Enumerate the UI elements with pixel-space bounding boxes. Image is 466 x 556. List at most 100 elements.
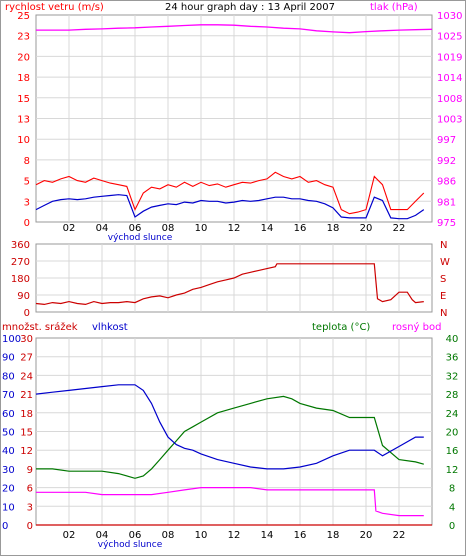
panel-wind-direction-series <box>35 263 424 306</box>
humidity-tick: 50 <box>2 428 15 439</box>
humidity-tick: 20 <box>2 484 15 495</box>
temperature-tick: 32 <box>446 371 459 382</box>
wind-speed-tick: 0 <box>24 218 30 229</box>
hour-tick-bottom: 04 <box>96 530 109 541</box>
panel-humidity-temperature-grid <box>35 337 433 526</box>
temperature-tick: 12 <box>446 465 459 476</box>
humidity-line <box>35 384 424 470</box>
temperature-tick: 36 <box>446 353 459 364</box>
compass-label: W <box>440 257 450 268</box>
sunrise-label-top: východ slunce <box>108 233 173 243</box>
wind-speed-tick: 15 <box>17 94 30 105</box>
hour-tick-top: 16 <box>294 223 307 234</box>
wind-direction-tick: 0 <box>24 308 30 319</box>
pressure-axis-title: tlak (hPa) <box>370 2 418 13</box>
wind-speed-tick: 5 <box>24 177 30 188</box>
dew-point-axis-title: rosný bod <box>392 321 441 333</box>
wind-speed-tick: 10 <box>17 135 30 146</box>
hour-tick-top: 06 <box>129 223 142 234</box>
rain-tick: 3 <box>27 502 33 513</box>
panel-humidity-temperature-series <box>35 384 432 526</box>
wind-direction-tick: 90 <box>17 291 30 302</box>
hour-tick-top: 04 <box>96 223 109 234</box>
rain-tick: 6 <box>27 484 33 495</box>
wind-direction-tick: 270 <box>11 257 30 268</box>
pressure-line <box>36 24 433 34</box>
humidity-tick: 90 <box>2 353 15 364</box>
wind-speed-axis-title: rychlost vetru (m/s) <box>5 2 104 13</box>
panel-wind-speed-ticks: 2523201815131085301030102510191014100810… <box>17 11 462 234</box>
dew-point-line <box>36 487 424 517</box>
humidity-tick: 70 <box>2 390 15 401</box>
hour-tick-bottom: 02 <box>63 530 76 541</box>
compass-label: N <box>440 308 447 319</box>
hour-tick-top: 08 <box>162 223 175 234</box>
compass-label: E <box>440 291 446 302</box>
humidity-tick: 100 <box>2 334 21 345</box>
pressure-tick: 992 <box>437 156 456 167</box>
temperature-axis-title: teplota (°C) <box>312 322 370 333</box>
humidity-tick: 60 <box>2 409 15 420</box>
temperature-line <box>36 395 424 479</box>
chart-title: 24 hour graph day : 13 April 2007 <box>165 2 335 13</box>
hour-tick-bottom: 16 <box>294 530 307 541</box>
temperature-tick: 0 <box>449 521 455 532</box>
hour-tick-top: 18 <box>327 223 340 234</box>
panel-wind-speed-grid <box>35 14 433 223</box>
hour-tick-bottom: 14 <box>261 530 274 541</box>
rain-tick: 21 <box>20 390 33 401</box>
hour-tick-top: 10 <box>195 223 208 234</box>
rain-tick: 18 <box>20 409 33 420</box>
hour-tick-top: 20 <box>360 223 373 234</box>
wind-direction-line <box>35 263 424 306</box>
wind-direction-tick: 180 <box>11 274 30 285</box>
hour-tick-bottom: 08 <box>162 530 175 541</box>
wind-speed-tick: 20 <box>17 52 30 63</box>
hour-tick-bottom: 06 <box>129 530 142 541</box>
pressure-tick: 1014 <box>437 73 462 84</box>
hour-tick-top: 02 <box>63 223 76 234</box>
wind-speed-tick: 3 <box>24 197 30 208</box>
compass-label: N <box>440 240 447 251</box>
temperature-tick: 28 <box>446 390 459 401</box>
compass-label: S <box>440 274 446 285</box>
rain-axis-title: množst. srážek <box>2 321 78 333</box>
temperature-tick: 8 <box>449 484 455 495</box>
rain-tick: 12 <box>20 446 33 457</box>
rain-tick: 0 <box>27 521 33 532</box>
wind-speed-tick: 13 <box>17 115 30 126</box>
temperature-tick: 16 <box>446 446 459 457</box>
humidity-tick: 80 <box>2 371 15 382</box>
humidity-tick: 0 <box>2 521 8 532</box>
temperature-tick: 40 <box>446 334 459 345</box>
temperature-tick: 4 <box>449 502 455 513</box>
humidity-axis-title: vlhkost <box>92 322 128 333</box>
humidity-tick: 30 <box>2 465 15 476</box>
rain-tick: 24 <box>20 371 33 382</box>
pressure-tick: 1019 <box>437 52 462 63</box>
hour-tick-bottom: 12 <box>228 530 241 541</box>
rain-tick: 27 <box>20 353 33 364</box>
pressure-tick: 981 <box>437 197 456 208</box>
wind-gust-line <box>35 171 425 215</box>
wind-speed-tick: 8 <box>24 156 30 167</box>
humidity-tick: 10 <box>2 502 15 513</box>
pressure-tick: 1003 <box>437 115 462 126</box>
hour-tick-top: 22 <box>393 223 406 234</box>
hour-tick-bottom: 20 <box>360 530 373 541</box>
hour-tick-top: 14 <box>261 223 274 234</box>
wind-speed-tick: 25 <box>17 11 30 22</box>
pressure-tick: 997 <box>437 135 456 146</box>
wind-speed-tick: 18 <box>17 73 30 84</box>
hour-tick-bottom: 22 <box>393 530 406 541</box>
pressure-tick: 1025 <box>437 32 462 43</box>
hour-tick-top: 12 <box>228 223 241 234</box>
wind-average-line <box>35 194 425 220</box>
temperature-tick: 20 <box>446 428 459 439</box>
humidity-tick: 40 <box>2 446 15 457</box>
pressure-tick: 986 <box>437 177 456 188</box>
sunrise-label-bottom: východ slunce <box>98 540 163 550</box>
rain-tick: 9 <box>27 465 33 476</box>
